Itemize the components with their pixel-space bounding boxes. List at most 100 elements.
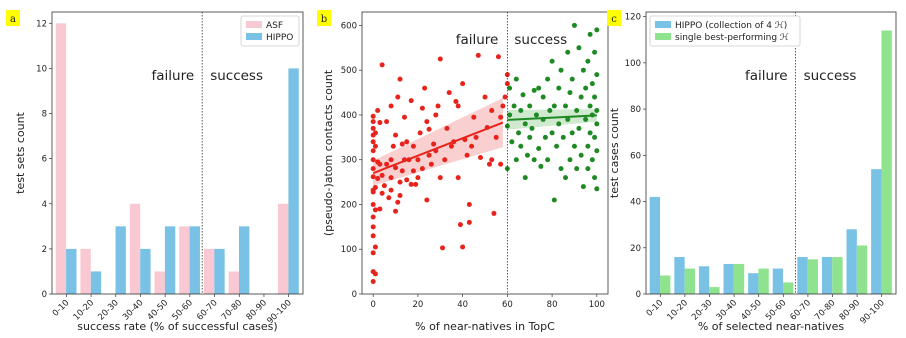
scatter-point-failure: [440, 245, 446, 251]
scatter-point-failure: [489, 107, 495, 113]
scatter-point-failure: [486, 161, 492, 167]
y-tick-label: 100: [341, 245, 357, 255]
scatter-point-failure: [457, 222, 463, 228]
scatter-point-success: [545, 157, 551, 163]
x-axis-title: % of selected near-natives: [698, 320, 845, 333]
legend-entry: single best-performing ℋ: [675, 33, 789, 43]
scatter-point-failure: [466, 201, 472, 207]
bar-series2-70-80: [239, 226, 250, 294]
scatter-point-failure: [473, 134, 479, 140]
bar-series2-60-70: [214, 248, 225, 294]
panel-label-c: c: [607, 10, 621, 26]
scatter-point-success: [551, 197, 557, 203]
scatter-point-success: [531, 157, 537, 163]
scatter-point-failure: [377, 161, 383, 167]
scatter-point-failure: [431, 141, 437, 147]
bar-series1-60-70: [203, 248, 215, 294]
scatter-point-failure: [395, 94, 401, 100]
scatter-point-failure: [455, 175, 461, 181]
scatter-point-failure: [504, 72, 510, 78]
x-tick-label: 0: [370, 300, 375, 310]
bar-series2-0-10: [660, 275, 671, 294]
bar-series2-20-30: [115, 226, 126, 294]
scatter-point-success: [594, 186, 600, 192]
panel-label-text: b: [321, 14, 327, 25]
scatter-point-success: [571, 143, 577, 149]
scatter-point-failure: [460, 244, 466, 250]
x-tick-label: 30-40: [121, 298, 146, 323]
x-axis-title: % of near-natives in TopC: [415, 320, 555, 333]
region-label-failure: failure: [456, 32, 499, 48]
scatter-point-success: [538, 163, 544, 169]
scatter-point-failure: [370, 201, 376, 207]
scatter-point-failure: [433, 112, 439, 118]
scatter-point-failure: [410, 143, 416, 149]
scatter-point-success: [594, 27, 600, 33]
scatter-point-failure: [415, 157, 421, 163]
scatter-point-success: [587, 31, 593, 37]
scatter-point-success: [594, 72, 600, 78]
x-tick-label: 70-80: [813, 298, 838, 323]
scatter-point-success: [587, 130, 593, 136]
scatter-point-failure: [370, 166, 376, 172]
scatter-point-failure: [500, 103, 506, 109]
x-tick-label: 20-30: [96, 298, 121, 323]
scatter-point-success: [569, 130, 575, 136]
bar-series2-40-50: [758, 268, 769, 294]
scatter-point-failure: [422, 85, 428, 91]
bar-series1-10-20: [80, 248, 91, 294]
scatter-point-success: [542, 134, 548, 140]
scatter-point-failure: [482, 94, 488, 100]
scatter-point-success: [567, 157, 573, 163]
scatter-point-success: [583, 116, 589, 122]
y-tick-label: 2: [42, 245, 47, 255]
scatter-point-success: [516, 130, 522, 136]
x-tick-label: 80: [547, 300, 558, 310]
scatter-point-failure: [370, 139, 376, 145]
scatter-point-failure: [377, 120, 383, 126]
bar-series1-90-100: [278, 203, 289, 294]
scatter-point-failure: [388, 157, 394, 163]
scatter-point-failure: [453, 99, 459, 105]
bar-series2-40-50: [164, 226, 176, 294]
scatter-point-failure: [478, 154, 484, 160]
y-tick-label: 100: [625, 59, 641, 69]
scatter-point-success: [567, 90, 573, 96]
scatter-point-failure: [444, 125, 450, 131]
scatter-point-success: [518, 143, 524, 149]
scatter-point-failure: [370, 278, 376, 284]
scatter-point-failure: [410, 168, 416, 174]
bar-series2-10-20: [684, 268, 695, 294]
scatter-point-success: [585, 143, 591, 149]
y-tick-label: 80: [630, 105, 641, 115]
scatter-point-success: [554, 143, 560, 149]
scatter-point-failure: [435, 103, 441, 109]
scatter-point-success: [545, 76, 551, 82]
y-tick-label: 8: [42, 110, 47, 120]
scatter-point-success: [594, 121, 600, 127]
scatter-point-failure: [417, 130, 423, 136]
x-tick-label: 10-20: [72, 298, 97, 323]
y-tick-label: 500: [341, 66, 357, 76]
panel-label-b: b: [317, 10, 331, 26]
scatter-point-success: [565, 116, 571, 122]
scatter-point-failure: [493, 134, 499, 140]
scatter-point-success: [533, 112, 539, 118]
x-tick-label: 50-60: [764, 298, 789, 323]
scatter-point-success: [551, 103, 557, 109]
scatter-point-success: [594, 107, 600, 113]
x-tick-label: 40-50: [146, 298, 171, 323]
x-tick-label: 90-100: [858, 298, 886, 326]
y-tick-label: 10: [36, 64, 47, 74]
bar-series2-30-40: [140, 248, 151, 294]
scatter-point-failure: [384, 161, 390, 167]
x-axis-title: success rate (% of successful cases): [77, 320, 277, 333]
scatter-point-success: [578, 152, 584, 158]
scatter-point-success: [583, 85, 589, 91]
legend-entry: HIPPO (collection of 4 ℋ): [675, 21, 787, 31]
bar-series2-10-20: [90, 271, 102, 294]
scatter-point-success: [587, 103, 593, 109]
scatter-point-success: [592, 49, 598, 55]
bar-series1-90-100: [871, 169, 882, 294]
scatter-point-failure: [460, 81, 466, 87]
